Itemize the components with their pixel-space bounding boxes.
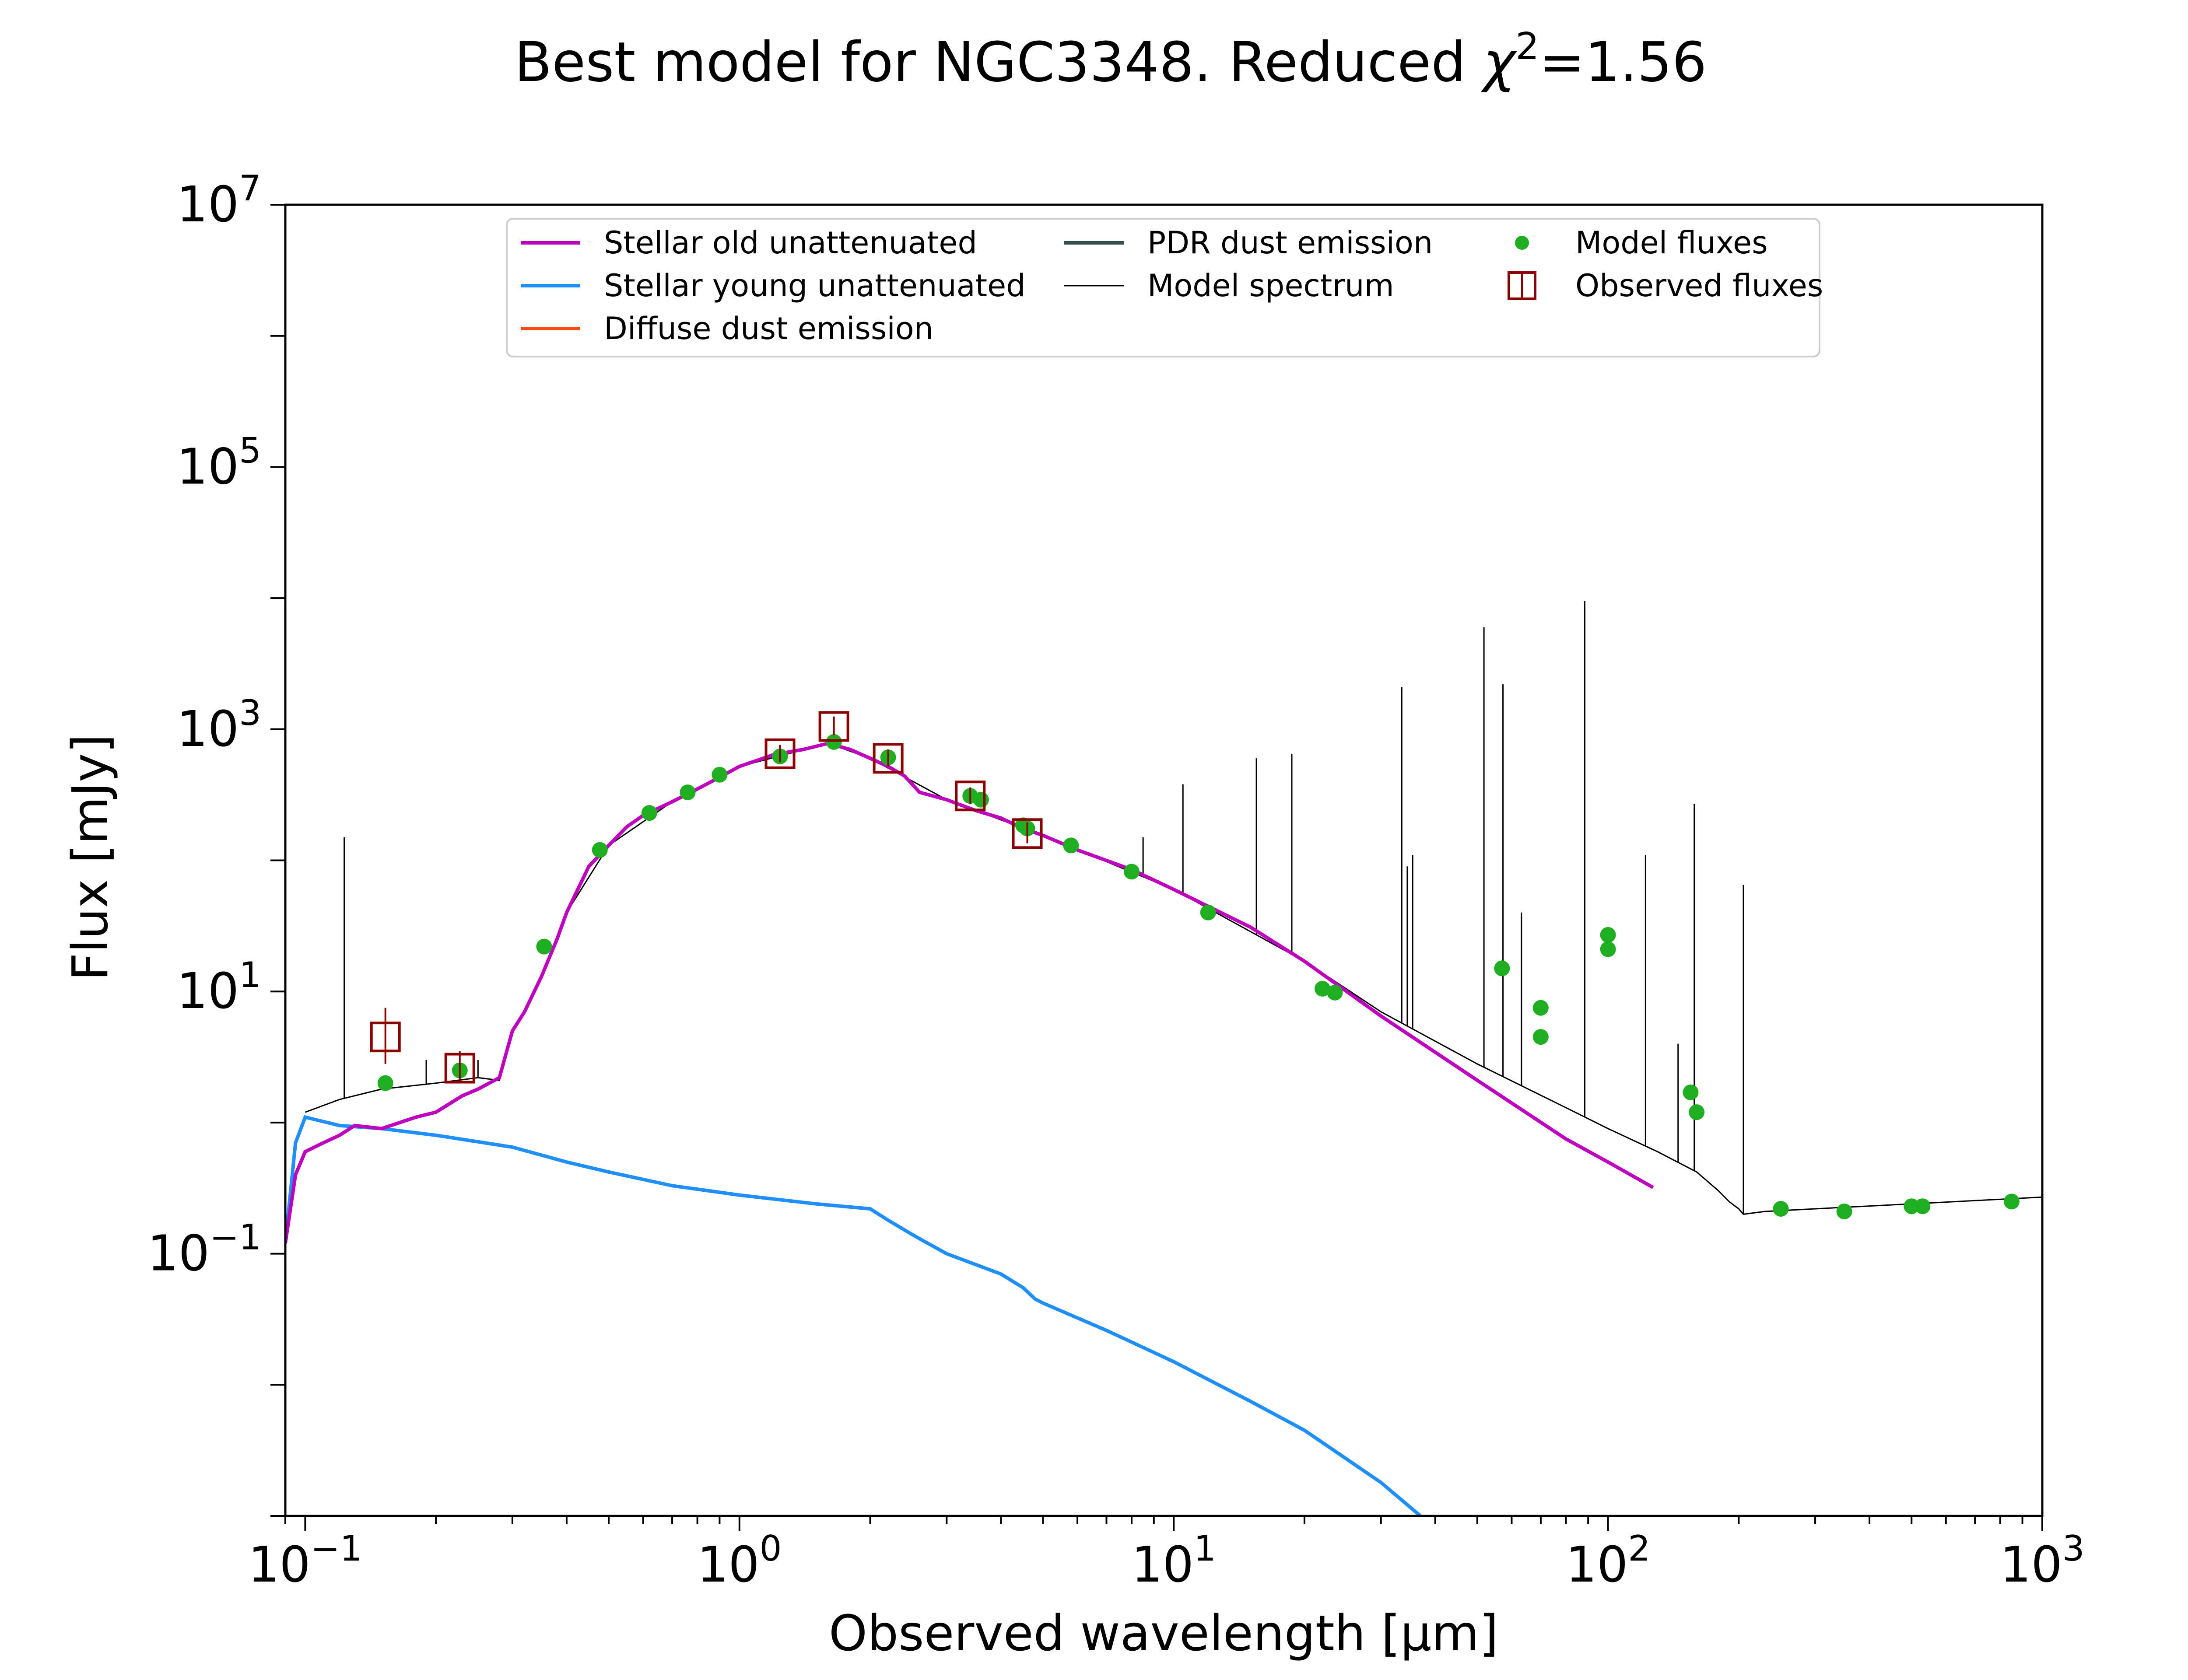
y-tick-label: 105 [177,430,261,495]
model-flux-point [1533,1000,1549,1016]
x-axis-label: Observed wavelength [μm] [829,1605,1498,1662]
model-flux-point [1124,864,1140,879]
x-tick-label: 101 [1131,1528,1216,1593]
y-tick-label: 10−1 [147,1217,261,1282]
chart-title: Best model for NGC3348. Reduced χ2=1.56 [515,25,1707,94]
legend-label-stellar-young-unattenuated: Stellar young unattenuated [604,268,1026,304]
model-flux-point [536,939,552,955]
legend-label-model-fluxes: Model fluxes [1575,225,1768,261]
model-flux-point [1914,1198,1930,1214]
sed-chart: Best model for NGC3348. Reduced χ2=1.56 … [0,0,2188,1680]
model-flux-point [592,842,608,858]
model-flux-point [1773,1201,1789,1217]
x-tick-label: 102 [1566,1528,1650,1593]
series-line-model-spectrum [305,743,2042,1214]
model-flux-point [712,767,727,783]
model-flux-point [2004,1194,2020,1209]
legend-marker-model-fluxes [1515,236,1529,250]
legend-label-observed-fluxes: Observed fluxes [1575,268,1823,304]
y-tick-label: 103 [177,693,261,758]
series-line-stellar-young [285,1117,1420,1516]
model-flux-point [1837,1204,1852,1219]
legend-label-stellar-old-unattenuated: Stellar old unattenuated [604,225,977,261]
legend-label-pdr-dust-emission: PDR dust emission [1147,225,1433,261]
legend: Stellar old unattenuated Stellar young un… [507,219,1823,357]
model-spectrum-emission-lines [344,601,1743,1214]
model-flux-point [378,1075,393,1091]
y-tick-label: 107 [177,168,261,233]
series-line-stellar-old [285,743,1653,1243]
x-tick-label: 103 [2000,1528,2084,1593]
axis-ticks [270,205,2042,1531]
x-tick-label: 10−1 [248,1528,362,1593]
model-flux-point [1600,927,1616,943]
model-flux-point [642,805,657,821]
legend-label-diffuse-dust-emission: Diffuse dust emission [604,311,933,346]
model-flux-points [378,734,2020,1219]
model-flux-point [680,784,696,800]
model-flux-point [1063,837,1079,853]
model-flux-point [826,734,842,750]
model-flux-point [973,792,989,808]
legend-label-model-spectrum: Model spectrum [1147,268,1394,304]
model-flux-point [1683,1085,1698,1100]
model-flux-point [1600,942,1616,957]
plot-frame [285,205,2042,1516]
model-flux-point [1689,1104,1704,1120]
plot-area [285,601,2042,1516]
model-flux-point [1327,985,1343,1001]
model-flux-point [1533,1029,1549,1045]
x-tick-label: 100 [697,1528,782,1593]
model-flux-point [1494,960,1510,976]
observed-flux-points [372,712,1041,1083]
x-tick-labels: 10−1 100 101 102 103 [248,1528,2085,1593]
y-tick-label: 101 [177,955,261,1020]
y-tick-labels: 10−1 101 103 105 107 [147,168,261,1282]
model-flux-point [1200,905,1216,920]
y-axis-label: Flux [mJy] [62,734,119,981]
